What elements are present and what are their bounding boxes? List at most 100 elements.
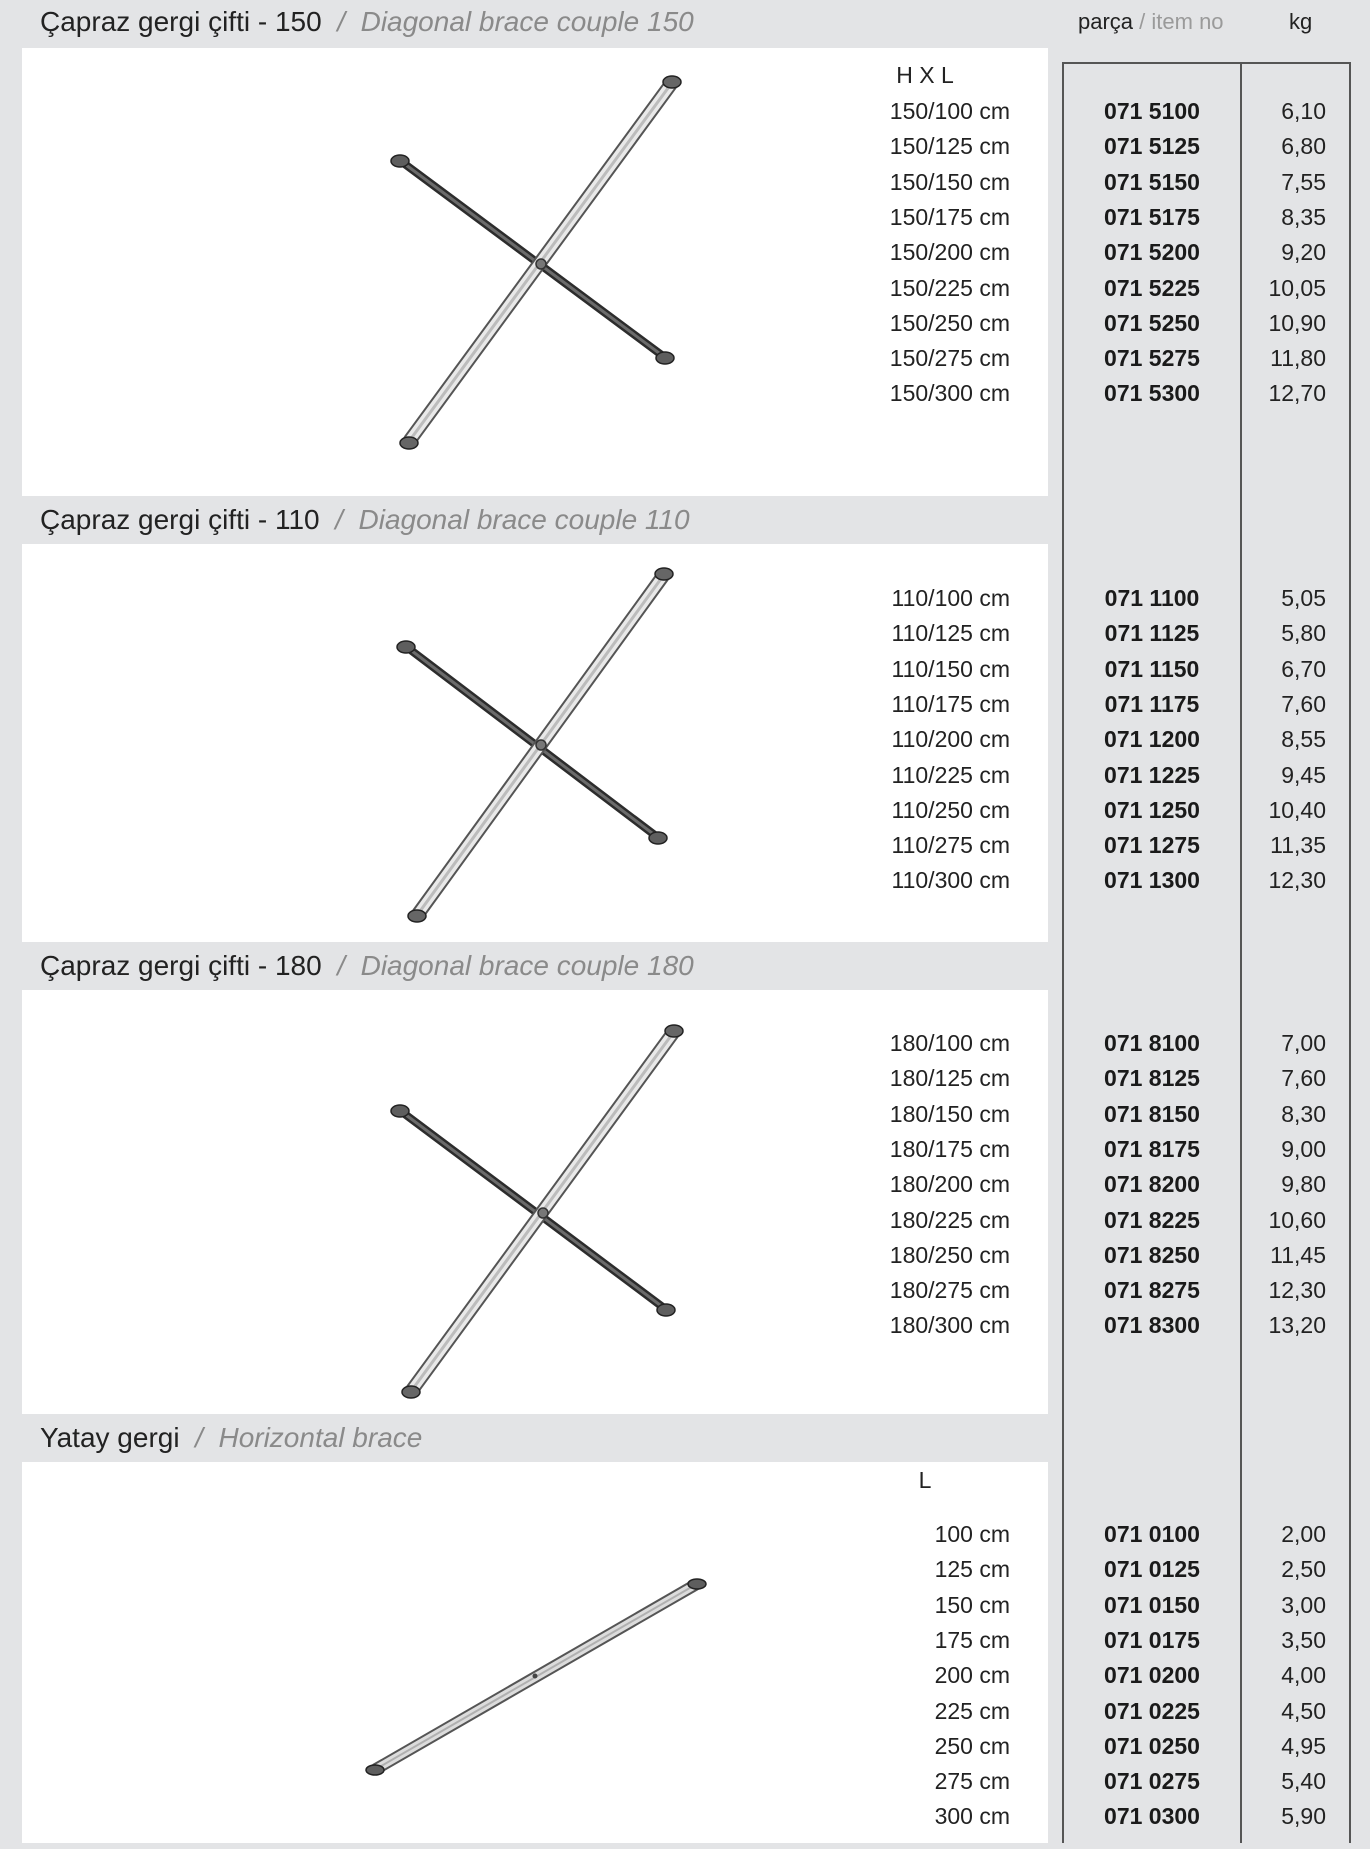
dimension-cell: 150/125 cm	[889, 133, 1010, 159]
page-frame-left	[0, 0, 22, 1849]
item-number-cell: 071 8150	[1104, 1101, 1200, 1127]
item-number-cell: 071 0225	[1104, 1698, 1200, 1724]
dimension-cell: 150 cm	[934, 1592, 1010, 1618]
item-number-cell: 071 0125	[1104, 1556, 1200, 1582]
section-title: Çapraz gergi çifti - 150 / Diagonal brac…	[40, 0, 694, 46]
item-number-cell: 071 1275	[1104, 832, 1200, 858]
dimension-cell: 110/275 cm	[891, 832, 1010, 858]
item-number-cell: 071 1200	[1104, 726, 1200, 752]
item-number-cell: 071 1225	[1104, 762, 1200, 788]
item-number-cell: 071 8275	[1104, 1277, 1200, 1303]
weight-cell: 5,90	[1281, 1803, 1326, 1829]
item-label-en: item no	[1151, 9, 1224, 34]
weight-cell: 11,80	[1270, 345, 1326, 371]
item-number-cell: 071 0275	[1104, 1768, 1200, 1794]
dimension-cell: 110/200 cm	[891, 726, 1010, 752]
section-title-en: Diagonal brace couple 180	[360, 950, 694, 981]
weight-cell: 5,80	[1281, 620, 1326, 646]
title-separator: /	[337, 950, 346, 981]
weight-cell: 4,95	[1281, 1733, 1326, 1759]
title-separator: /	[337, 6, 346, 37]
weight-cell: 6,10	[1281, 98, 1326, 124]
weight-cell: 9,45	[1281, 762, 1326, 788]
item-number-cell: 071 1250	[1104, 797, 1200, 823]
section-header-band	[0, 496, 1370, 544]
item-number-cell: 071 5300	[1104, 380, 1200, 406]
item-number-cell: 071 0175	[1104, 1627, 1200, 1653]
weight-cell: 11,35	[1270, 832, 1326, 858]
item-number-cell: 071 8125	[1104, 1065, 1200, 1091]
dimension-column-header: H X L	[896, 62, 954, 88]
dimension-cell: 180/125 cm	[889, 1065, 1010, 1091]
section-title-tr: Çapraz gergi çifti - 180	[40, 950, 322, 981]
item-number-cell: 071 5250	[1104, 310, 1200, 336]
title-separator: /	[195, 1422, 203, 1453]
dimension-cell: 150/300 cm	[889, 380, 1010, 406]
weight-cell: 6,70	[1281, 656, 1326, 682]
dimension-cell: 150/250 cm	[889, 310, 1010, 336]
horizontal-brace-drawing	[365, 1578, 707, 1776]
weight-cell: 8,35	[1281, 204, 1326, 230]
item-number-cell: 071 8300	[1104, 1312, 1200, 1338]
weight-cell: 12,70	[1268, 380, 1326, 406]
section-header-band	[0, 942, 1370, 990]
table-border	[1062, 62, 1351, 1843]
dimension-cell: 100 cm	[934, 1521, 1010, 1547]
dimension-cell: 180/225 cm	[889, 1207, 1010, 1233]
product-section	[22, 1462, 1048, 1843]
item-number-cell: 071 1175	[1104, 691, 1200, 717]
item-no-column-header: parça / item no	[1078, 0, 1224, 44]
dimension-cell: 110/100 cm	[891, 585, 1010, 611]
section-title-tr: Çapraz gergi çifti - 150	[40, 6, 322, 37]
weight-cell: 7,00	[1281, 1030, 1326, 1056]
weight-cell: 11,45	[1270, 1242, 1326, 1268]
product-section	[22, 990, 1048, 1414]
item-number-cell: 071 5175	[1104, 204, 1200, 230]
dimension-cell: 180/300 cm	[889, 1312, 1010, 1338]
item-number-cell: 071 1125	[1104, 620, 1200, 646]
item-number-cell: 071 1100	[1104, 585, 1200, 611]
dimension-cell: 180/250 cm	[889, 1242, 1010, 1268]
dimension-cell: 150/175 cm	[889, 204, 1010, 230]
dimension-cell: 180/100 cm	[889, 1030, 1010, 1056]
diagonal-brace-150-drawing	[390, 75, 682, 450]
dimension-cell: 110/300 cm	[891, 867, 1010, 893]
dimension-cell: 150/225 cm	[889, 275, 1010, 301]
item-number-cell: 071 0250	[1104, 1733, 1200, 1759]
item-number-cell: 071 5200	[1104, 239, 1200, 265]
section-header-band	[0, 0, 1370, 48]
section-title: Çapraz gergi çifti - 110 / Diagonal brac…	[40, 496, 690, 544]
section-title: Yatay gergi / Horizontal brace	[40, 1414, 422, 1462]
section-title-en: Diagonal brace couple 150	[360, 6, 694, 37]
page-frame-bottom	[0, 1843, 1370, 1849]
weight-cell: 4,50	[1281, 1698, 1326, 1724]
item-number-cell: 071 5100	[1104, 98, 1200, 124]
dimension-cell: 300 cm	[934, 1803, 1010, 1829]
kg-column-header: kg	[1289, 9, 1313, 34]
weight-cell: 3,00	[1281, 1592, 1326, 1618]
weight-cell: 10,05	[1268, 275, 1326, 301]
dimension-cell: 150/200 cm	[889, 239, 1010, 265]
dimension-cell: 225 cm	[934, 1698, 1010, 1724]
weight-cell: 3,50	[1281, 1627, 1326, 1653]
section-title: Çapraz gergi çifti - 180 / Diagonal brac…	[40, 942, 694, 990]
weight-cell: 9,20	[1281, 239, 1326, 265]
diagonal-brace-110-drawing	[396, 567, 674, 923]
weight-cell: 12,30	[1268, 867, 1326, 893]
diagonal-brace-180-drawing	[390, 1024, 684, 1399]
item-number-cell: 071 8175	[1104, 1136, 1200, 1162]
dimension-cell: 180/200 cm	[889, 1171, 1010, 1197]
dimension-cell: 110/150 cm	[891, 656, 1010, 682]
weight-cell: 12,30	[1268, 1277, 1326, 1303]
dimension-cell: 180/275 cm	[889, 1277, 1010, 1303]
weight-cell: 2,50	[1281, 1556, 1326, 1582]
dimension-cell: 175 cm	[934, 1627, 1010, 1653]
weight-cell: 9,00	[1281, 1136, 1326, 1162]
section-title-tr: Çapraz gergi çifti - 110	[40, 504, 320, 535]
dimension-cell: 180/150 cm	[889, 1101, 1010, 1127]
weight-cell: 9,80	[1281, 1171, 1326, 1197]
item-number-cell: 071 0100	[1104, 1521, 1200, 1547]
item-number-cell: 071 8250	[1104, 1242, 1200, 1268]
item-number-cell: 071 5225	[1104, 275, 1200, 301]
weight-cell: 7,60	[1281, 1065, 1326, 1091]
